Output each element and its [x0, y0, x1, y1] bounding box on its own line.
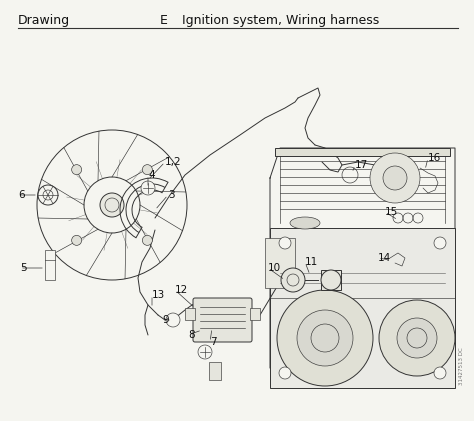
Bar: [275, 148, 450, 156]
Text: 9: 9: [162, 315, 169, 325]
Text: 4: 4: [148, 170, 155, 180]
Text: Ignition system, Wiring harness: Ignition system, Wiring harness: [182, 14, 379, 27]
Circle shape: [277, 290, 373, 386]
Text: 14: 14: [378, 253, 391, 263]
Text: 7: 7: [210, 337, 217, 347]
Circle shape: [383, 166, 407, 190]
Text: 8: 8: [188, 330, 195, 340]
Circle shape: [166, 313, 180, 327]
Text: 11: 11: [305, 257, 318, 267]
Bar: [45, 250, 55, 280]
Circle shape: [100, 193, 124, 217]
Circle shape: [38, 185, 58, 205]
Circle shape: [142, 165, 152, 175]
Bar: [265, 238, 295, 288]
Text: 6: 6: [18, 190, 25, 200]
Text: Drawing: Drawing: [18, 14, 70, 27]
Circle shape: [281, 268, 305, 292]
Bar: [321, 270, 341, 290]
Circle shape: [279, 237, 291, 249]
Circle shape: [297, 310, 353, 366]
Circle shape: [370, 153, 420, 203]
Circle shape: [434, 237, 446, 249]
Circle shape: [279, 367, 291, 379]
Text: 10: 10: [268, 263, 281, 273]
Text: 1,2: 1,2: [165, 157, 182, 167]
Circle shape: [321, 270, 341, 290]
Text: 15: 15: [385, 207, 398, 217]
Circle shape: [72, 235, 82, 245]
Bar: [270, 228, 455, 388]
FancyBboxPatch shape: [193, 298, 252, 342]
Text: 17: 17: [355, 160, 368, 170]
Circle shape: [72, 165, 82, 175]
Circle shape: [142, 235, 152, 245]
Circle shape: [141, 181, 155, 195]
Text: 31427513 DC: 31427513 DC: [459, 347, 465, 385]
Bar: [185, 308, 195, 320]
Bar: [250, 308, 260, 320]
Text: 12: 12: [175, 285, 188, 295]
Circle shape: [434, 367, 446, 379]
Text: E: E: [160, 14, 168, 27]
Bar: [209, 362, 221, 380]
Text: 16: 16: [428, 153, 441, 163]
Text: 3: 3: [168, 190, 174, 200]
Circle shape: [397, 318, 437, 358]
Circle shape: [379, 300, 455, 376]
Text: 13: 13: [152, 290, 165, 300]
Ellipse shape: [290, 217, 320, 229]
Text: 5: 5: [20, 263, 27, 273]
Circle shape: [198, 345, 212, 359]
